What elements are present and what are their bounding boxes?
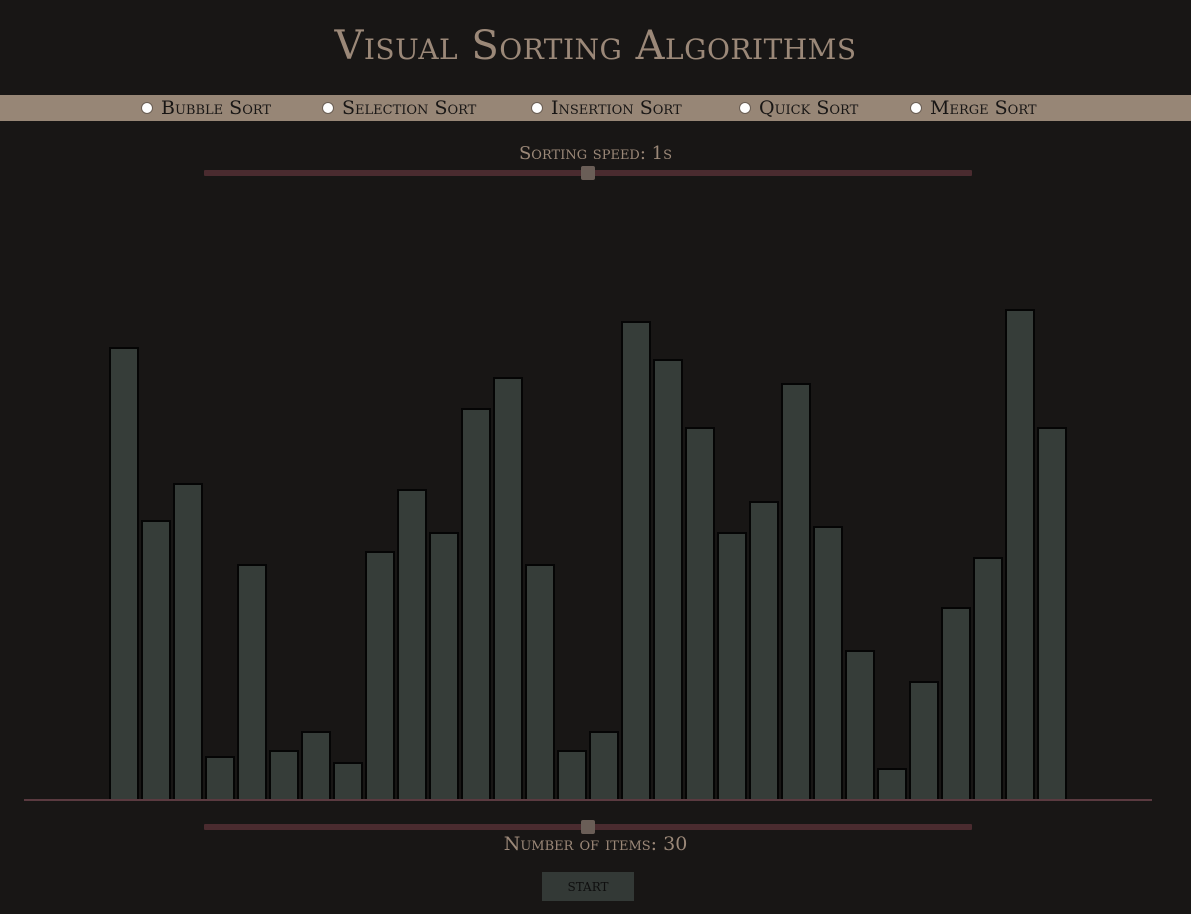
speed-slider-thumb[interactable] bbox=[581, 166, 595, 180]
chart-bar bbox=[877, 768, 907, 801]
algorithm-label: Bubble Sort bbox=[161, 97, 272, 119]
chart-bar bbox=[557, 750, 587, 801]
chart-bar bbox=[589, 731, 619, 801]
radio-button[interactable] bbox=[322, 102, 334, 114]
radio-button[interactable] bbox=[910, 102, 922, 114]
algorithm-option-quick-sort[interactable]: Quick Sort bbox=[739, 95, 858, 121]
radio-button[interactable] bbox=[531, 102, 543, 114]
chart-bar bbox=[397, 489, 427, 801]
algorithm-label: Merge Sort bbox=[930, 97, 1037, 119]
chart-bar bbox=[365, 551, 395, 801]
radio-button[interactable] bbox=[739, 102, 751, 114]
chart-bar bbox=[653, 359, 683, 801]
items-slider[interactable] bbox=[204, 820, 972, 834]
chart-bar bbox=[109, 347, 139, 801]
chart-bar bbox=[941, 607, 971, 801]
chart-bar bbox=[1005, 309, 1035, 801]
chart-bar bbox=[237, 564, 267, 801]
chart-bar bbox=[493, 377, 523, 801]
chart-bar bbox=[205, 756, 235, 801]
chart-bar bbox=[269, 750, 299, 801]
speed-slider[interactable] bbox=[204, 166, 972, 180]
page-title: Visual Sorting Algorithms bbox=[334, 23, 857, 69]
chart-bar bbox=[141, 520, 171, 801]
algorithm-label: Insertion Sort bbox=[551, 97, 682, 119]
start-button[interactable]: START bbox=[542, 872, 634, 901]
chart-bar bbox=[749, 501, 779, 801]
chart-bar bbox=[717, 532, 747, 801]
chart-bar bbox=[973, 557, 1003, 801]
chart-bar bbox=[909, 681, 939, 801]
algorithm-label: Quick Sort bbox=[759, 97, 859, 119]
algorithm-option-selection-sort[interactable]: Selection Sort bbox=[322, 95, 476, 121]
chart-bar bbox=[621, 321, 651, 801]
chart-bar bbox=[1037, 427, 1067, 801]
chart-bar bbox=[173, 483, 203, 801]
chart-bar bbox=[525, 564, 555, 801]
chart-bar bbox=[461, 408, 491, 801]
chart-bar bbox=[301, 731, 331, 801]
chart-bar bbox=[333, 762, 363, 801]
algorithm-label: Selection Sort bbox=[342, 97, 477, 119]
algorithm-option-bubble-sort[interactable]: Bubble Sort bbox=[141, 95, 271, 121]
algorithm-option-merge-sort[interactable]: Merge Sort bbox=[910, 95, 1037, 121]
algorithm-option-insertion-sort[interactable]: Insertion Sort bbox=[531, 95, 682, 121]
radio-button[interactable] bbox=[141, 102, 153, 114]
chart-bar bbox=[685, 427, 715, 801]
speed-label: Sorting speed: 1s bbox=[518, 143, 673, 164]
chart-baseline bbox=[24, 799, 1152, 801]
chart-bar bbox=[781, 383, 811, 801]
items-count-label: Number of items: 30 bbox=[503, 833, 688, 855]
algorithm-selector: Bubble Sort Selection Sort Insertion Sor… bbox=[0, 95, 1191, 121]
chart-bar bbox=[429, 532, 459, 801]
items-slider-thumb[interactable] bbox=[581, 820, 595, 834]
chart-bar bbox=[813, 526, 843, 801]
chart-bar bbox=[845, 650, 875, 801]
